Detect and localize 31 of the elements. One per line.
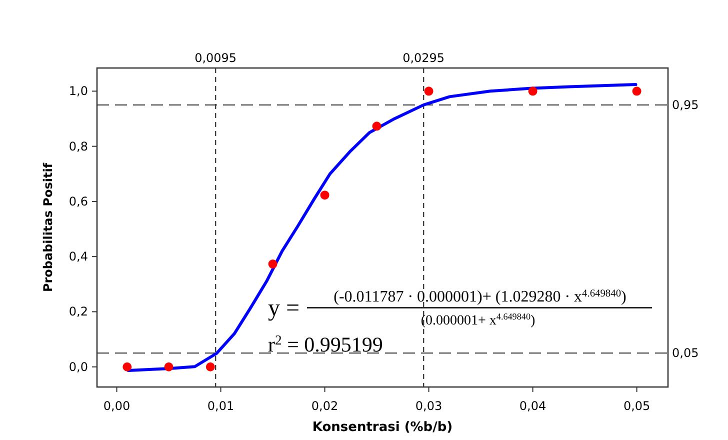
x2-tick-label: 0,0295 [402,51,445,65]
y-tick-label: 1,0 [68,84,88,98]
annotation: r$^{2}$ = 0.995199 [268,332,383,357]
y2-tick-label: 0,05 [672,346,699,360]
y-axis-title: Probabilitas Positif [41,162,55,292]
y-tick-label: 0,0 [68,360,88,374]
x-axis-title: Konsentrasi (%b/b) [312,420,453,435]
annotation: (0.000001+ x$^{4.649840}$) [420,312,536,329]
x2-tick-label: 0,0095 [194,51,237,65]
y-tick-label: 0,8 [68,139,88,154]
point [164,362,174,372]
point [268,260,278,269]
y-tick-label: 0,6 [68,194,88,208]
x-tick-label: 0,01 [207,399,234,413]
point [528,86,538,96]
annotation: y = [268,296,300,322]
x-tick-label: 0,00 [103,399,130,413]
y2-tick-label: 0,95 [672,98,699,112]
point [320,190,330,200]
annotation: (-0.011787 · 0.000001)+ (1.029280 · x$^{4.649840}$) [334,288,626,306]
x-tick-label: 0,05 [623,399,650,413]
x-tick-label: 0,02 [311,399,338,413]
y-tick-label: 0,2 [68,304,88,319]
y-tick-label: 0,4 [68,250,88,264]
point [122,362,132,372]
point [632,86,642,96]
point [206,362,215,372]
point [424,86,434,96]
x-tick-label: 0,03 [415,399,442,413]
x-tick-label: 0,04 [519,399,546,413]
point [372,122,382,131]
